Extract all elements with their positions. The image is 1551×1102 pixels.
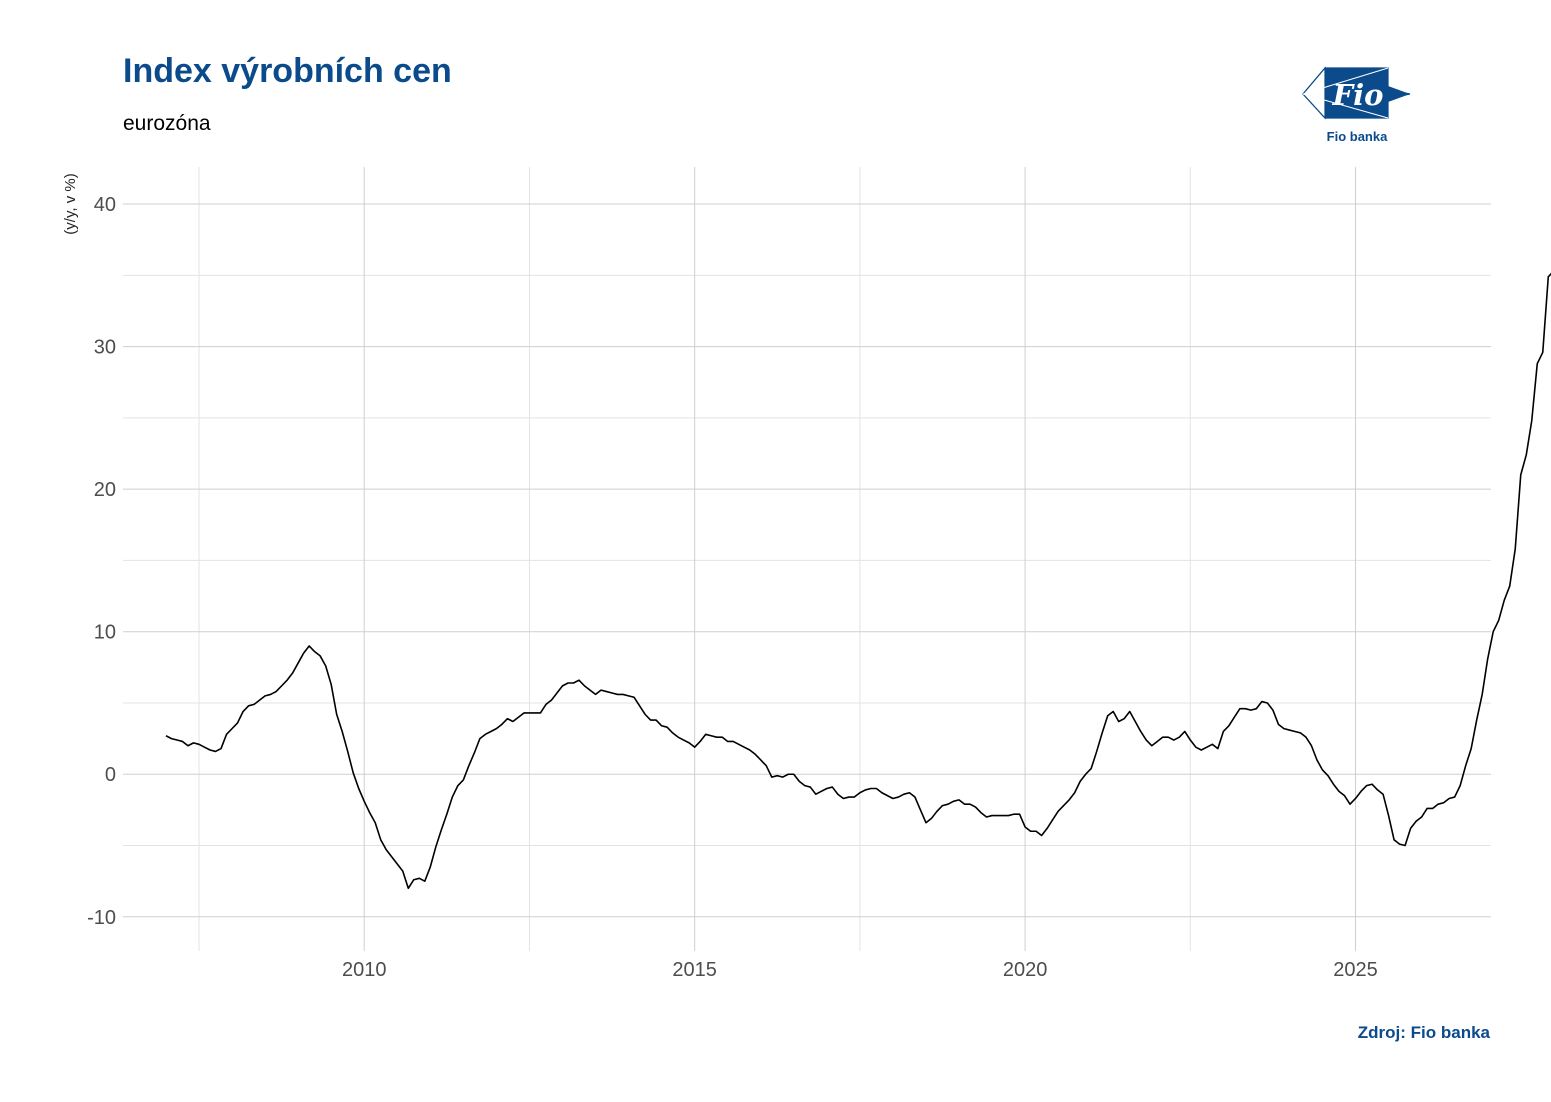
svg-text:Fio: Fio [1332,78,1384,112]
y-tick-label: -10 [87,907,116,929]
y-tick-label: 0 [105,764,116,786]
y-tick-label: 40 [94,194,116,216]
minor-gridlines [123,167,1491,951]
fio-banka-logo: Fio Fio banka [1302,66,1411,144]
major-gridlines [123,167,1491,951]
x-tick-label: 2025 [1333,959,1378,981]
series-line [165,272,1551,890]
chart-subtitle: eurozóna [123,112,211,135]
source-note: Zdroj: Fio banka [1357,1023,1490,1042]
y-tick-label: 10 [94,622,116,644]
x-tick-label: 2015 [672,959,717,981]
y-axis-ticks: -10 0 10 20 30 40 [87,194,116,929]
x-axis-ticks: 2010 2015 2020 2025 [342,959,1378,981]
chart-title: Index výrobních cen [123,52,452,90]
y-tick-label: 30 [94,337,116,359]
y-axis-label: (y/y, v %) [62,173,79,234]
x-tick-label: 2020 [1003,959,1048,981]
x-tick-label: 2010 [342,959,387,981]
svg-text:Fio banka: Fio banka [1327,129,1388,144]
y-tick-label: 20 [94,479,116,501]
